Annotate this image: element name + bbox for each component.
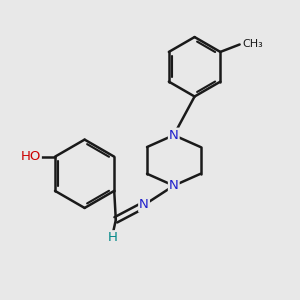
Text: N: N [169, 179, 179, 192]
Text: CH₃: CH₃ [242, 40, 263, 50]
Text: N: N [139, 199, 149, 212]
Text: H: H [107, 231, 117, 244]
Text: HO: HO [20, 150, 41, 163]
Text: N: N [169, 129, 179, 142]
